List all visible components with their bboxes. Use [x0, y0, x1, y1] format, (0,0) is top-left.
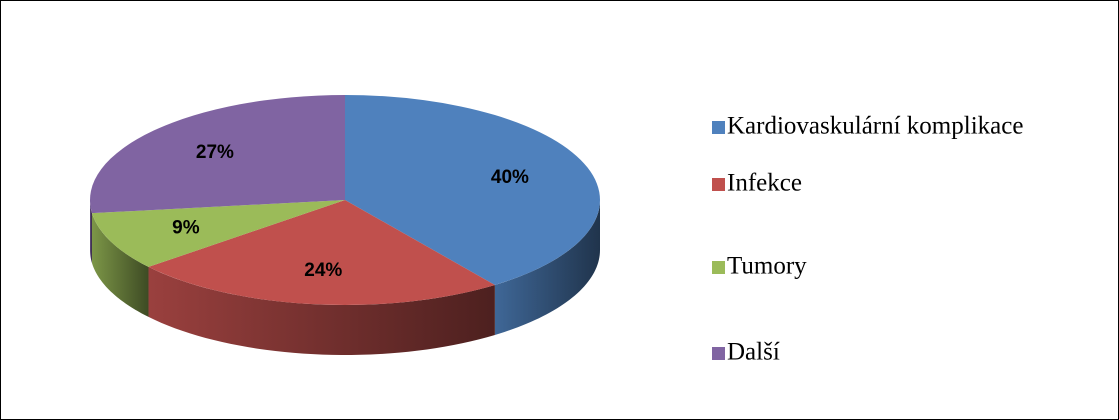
data-label: 27% [196, 142, 234, 163]
legend-label: Další [727, 339, 780, 366]
slice [92, 200, 346, 267]
slice-side [92, 213, 149, 317]
slice [345, 95, 601, 285]
slice-side [90, 200, 93, 264]
legend-label: Tumory [727, 253, 807, 280]
slice-side [148, 266, 495, 355]
legend-swatch [712, 121, 725, 134]
slice [148, 200, 495, 305]
legend-swatch [712, 178, 725, 191]
slice-side [494, 200, 600, 335]
legend-swatch [712, 347, 725, 360]
data-label: 9% [172, 217, 200, 238]
legend-swatch [712, 261, 725, 274]
data-label: 40% [491, 167, 529, 188]
slice [89, 95, 345, 214]
legend-label: Infekce [727, 170, 802, 197]
legend-label: Kardiovaskulární komplikace [727, 113, 1023, 140]
data-label: 24% [304, 260, 342, 281]
